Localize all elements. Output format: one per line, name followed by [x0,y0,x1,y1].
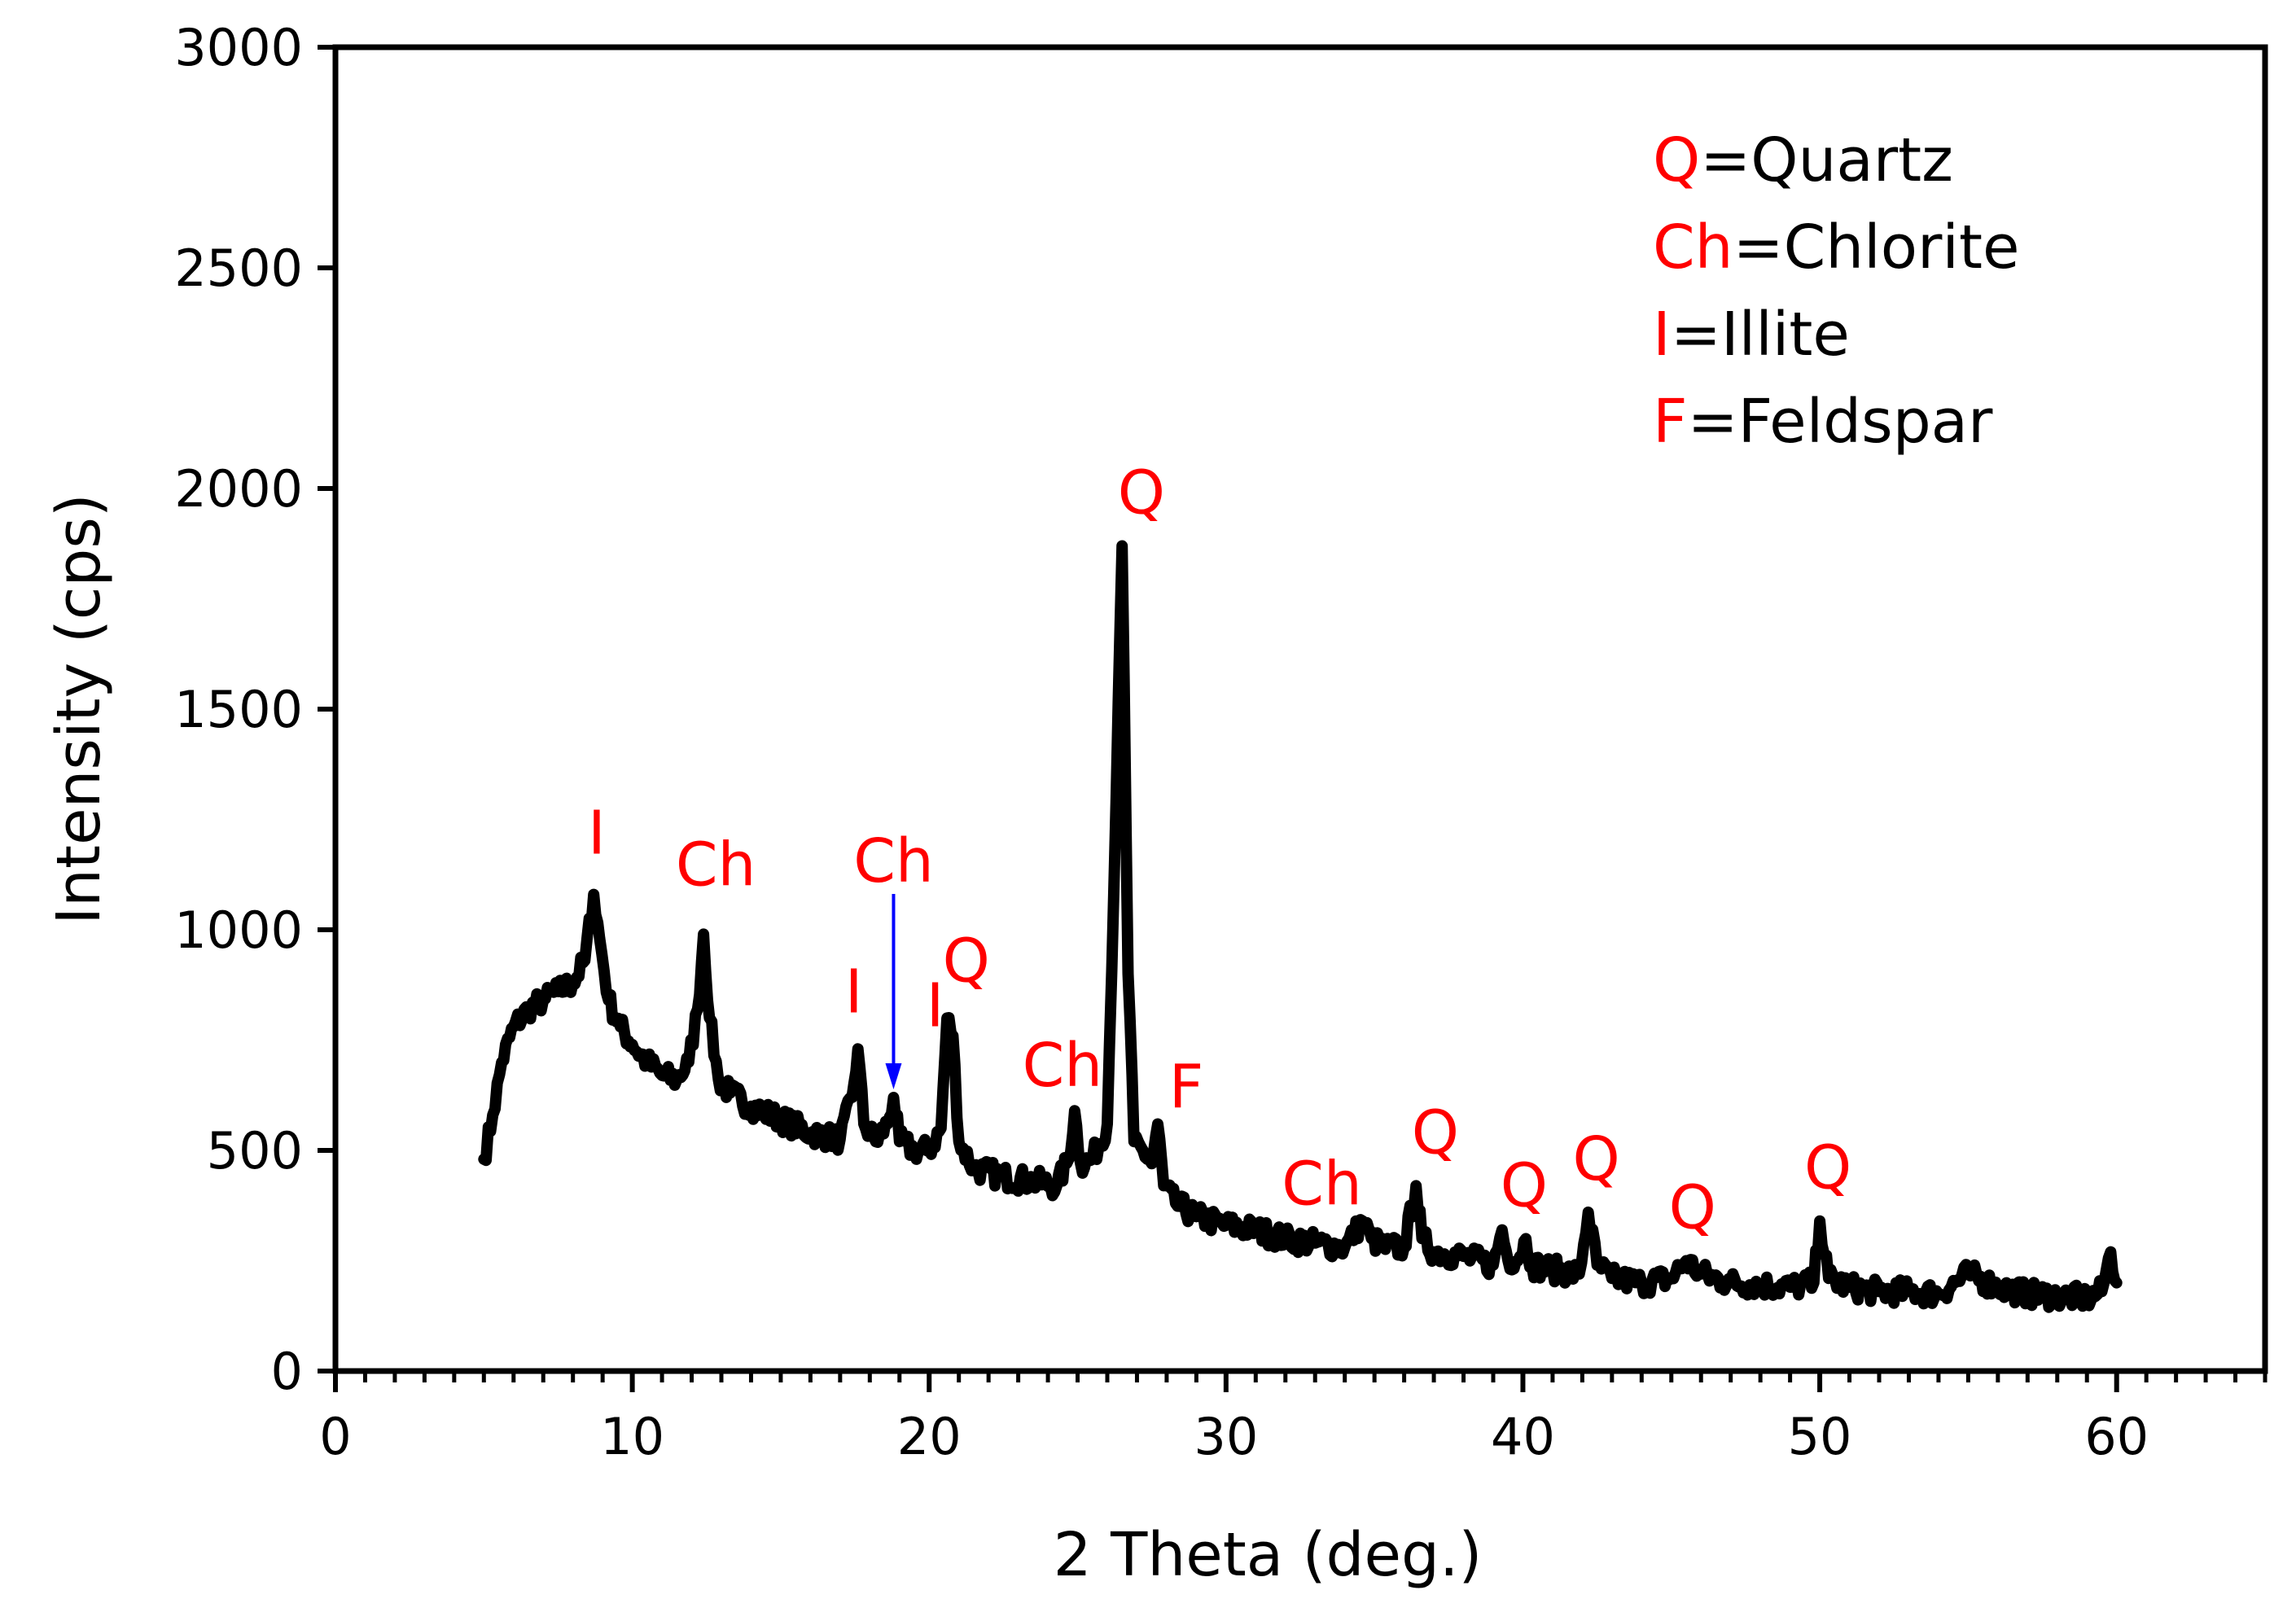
legend-entry: Q=Quartz [1653,125,1953,195]
x-tick-label: 40 [1491,1407,1555,1466]
legend-entry: I=Illite [1653,300,1850,370]
plot-frame [332,44,2268,1374]
peak-label: Ch [853,826,934,896]
y-tick-label: 1500 [174,680,303,739]
y-tick-label: 3000 [174,18,303,77]
x-tick-label: 0 [319,1407,351,1466]
peak-label: Q [1412,1097,1459,1167]
y-axis: 0 500 1000 1500 2000 2500 3000 [174,18,335,1401]
peak-label: Ch [1282,1150,1362,1220]
legend-name: =Illite [1671,300,1850,370]
y-tick-label: 1000 [174,900,303,960]
legend-abbr: Ch [1653,212,1733,283]
data-series-line [478,540,2123,1313]
x-tick-label: 10 [600,1407,664,1466]
x-tick-label: 50 [1788,1407,1852,1466]
peak-label: Q [1501,1150,1548,1220]
peak-label: Ch [676,830,756,900]
x-tick-label: 60 [2084,1407,2149,1466]
peak-label: Ch [1023,1031,1103,1101]
y-tick-label: 2000 [174,459,303,519]
peak-label: F [1169,1052,1204,1122]
y-tick-label: 500 [207,1121,303,1181]
legend-entry: Ch=Chlorite [1653,212,2020,283]
y-axis-title: Intensity (cps) [44,493,114,925]
y-tick-label: 0 [271,1342,303,1401]
x-axis: 0 10 20 30 40 50 60 [319,1371,2149,1466]
peak-label: I [588,799,606,869]
peak-label: Q [1573,1124,1620,1194]
legend-abbr: Q [1653,125,1700,195]
peak-label: Q [1118,458,1165,528]
legend: Q=Quartz Ch=Chlorite I=Illite F=Feldspar [1653,125,2020,457]
ch-arrow-head-icon [885,1062,902,1089]
legend-name: =Quartz [1700,125,1953,195]
peak-label: I [927,970,944,1040]
y-tick-label: 2500 [174,239,303,298]
legend-abbr: I [1653,300,1671,370]
legend-entry: F=Feldspar [1653,387,1993,457]
x-tick-label: 20 [897,1407,962,1466]
legend-name: =Chlorite [1733,212,2020,283]
peak-label: Q [1804,1133,1851,1203]
peak-label: Q [943,926,990,996]
x-axis-title: 2 Theta (deg.) [1054,1520,1483,1590]
peak-label: Q [1669,1173,1716,1243]
legend-abbr: F [1653,387,1688,457]
legend-name: =Feldspar [1688,387,1993,457]
x-tick-label: 30 [1194,1407,1258,1466]
peak-label: I [845,957,863,1027]
